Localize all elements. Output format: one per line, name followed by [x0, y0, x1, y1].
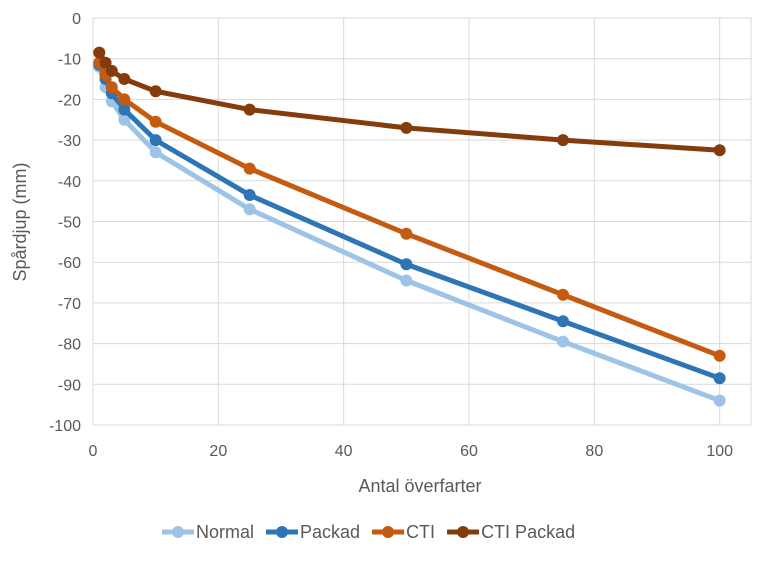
- series-cti: [93, 56, 726, 362]
- data-point-normal: [713, 394, 726, 407]
- data-point-packad: [557, 315, 569, 328]
- legend: Normal Packad CTI CTI Packad: [162, 522, 575, 542]
- legend-swatch-marker: [172, 526, 184, 538]
- data-point-cti: [713, 349, 726, 362]
- data-point-cti-packad: [557, 134, 569, 147]
- data-point-packad: [149, 134, 162, 147]
- data-point-cti-packad: [99, 56, 112, 69]
- y-tick-label: -100: [49, 418, 81, 435]
- x-tick-label: 20: [209, 443, 227, 460]
- series-cti-packad: [93, 46, 726, 157]
- legend-label: Packad: [300, 522, 360, 542]
- y-axis-title: Spårdjup (mm): [10, 162, 30, 281]
- y-tick-label: -40: [58, 174, 81, 191]
- x-tick-label: 60: [460, 443, 478, 460]
- y-tick-label: -50: [58, 215, 81, 232]
- legend-swatch-marker: [457, 526, 470, 538]
- legend-swatch-marker: [276, 526, 289, 538]
- data-point-packad: [118, 103, 131, 116]
- legend-label: CTI: [406, 522, 435, 542]
- x-axis-title: Antal överfarter: [358, 476, 481, 496]
- data-point-packad: [713, 372, 726, 385]
- data-point-cti: [400, 227, 413, 240]
- data-point-cti-packad: [118, 73, 131, 86]
- y-axis-ticks: 0 -10 -20 -30 -40 -50 -60 -70 -80 -90 -100: [49, 11, 81, 435]
- data-point-cti-packad: [400, 121, 413, 134]
- data-point-cti: [118, 93, 131, 106]
- y-tick-label: -70: [58, 296, 81, 313]
- data-point-cti: [243, 162, 256, 175]
- y-tick-label: -80: [58, 337, 81, 354]
- data-point-cti: [105, 81, 118, 94]
- y-tick-label: -60: [58, 255, 81, 272]
- data-point-cti-packad: [243, 103, 256, 116]
- grid: [92, 17, 752, 426]
- series-group: [93, 46, 726, 407]
- data-point-packad: [243, 189, 256, 202]
- x-tick-label: 0: [89, 443, 98, 460]
- x-tick-label: 40: [335, 443, 353, 460]
- y-tick-label: -30: [58, 133, 81, 150]
- x-tick-label: 80: [585, 443, 603, 460]
- legend-item-normal: Normal: [162, 522, 254, 542]
- data-point-cti: [557, 288, 569, 301]
- data-point-normal: [557, 335, 569, 348]
- legend-item-cti: CTI: [372, 522, 435, 542]
- data-point-normal: [400, 274, 413, 287]
- data-point-normal: [118, 113, 131, 126]
- y-tick-label: 0: [72, 11, 81, 28]
- data-point-cti-packad: [713, 144, 726, 157]
- legend-label: Normal: [196, 522, 254, 542]
- legend-swatch-marker: [382, 526, 395, 538]
- legend-item-packad: Packad: [266, 522, 360, 542]
- legend-label: CTI Packad: [481, 522, 575, 542]
- series-line-cti-packad: [96, 50, 723, 153]
- data-point-cti-packad: [105, 64, 118, 77]
- data-point-normal: [243, 203, 256, 216]
- legend-item-cti-packad: CTI Packad: [447, 522, 575, 542]
- y-tick-label: -10: [58, 52, 81, 69]
- data-point-packad: [400, 258, 413, 271]
- x-tick-label: 100: [706, 443, 733, 460]
- y-tick-label: -90: [58, 377, 81, 394]
- y-tick-label: -20: [58, 92, 81, 109]
- data-point-cti-packad: [93, 46, 106, 59]
- data-point-cti: [149, 115, 162, 128]
- x-axis-ticks: 0 20 40 60 80 100: [89, 443, 734, 460]
- series-line-cti: [96, 60, 723, 359]
- data-point-cti-packad: [149, 85, 162, 98]
- data-point-normal: [149, 146, 162, 159]
